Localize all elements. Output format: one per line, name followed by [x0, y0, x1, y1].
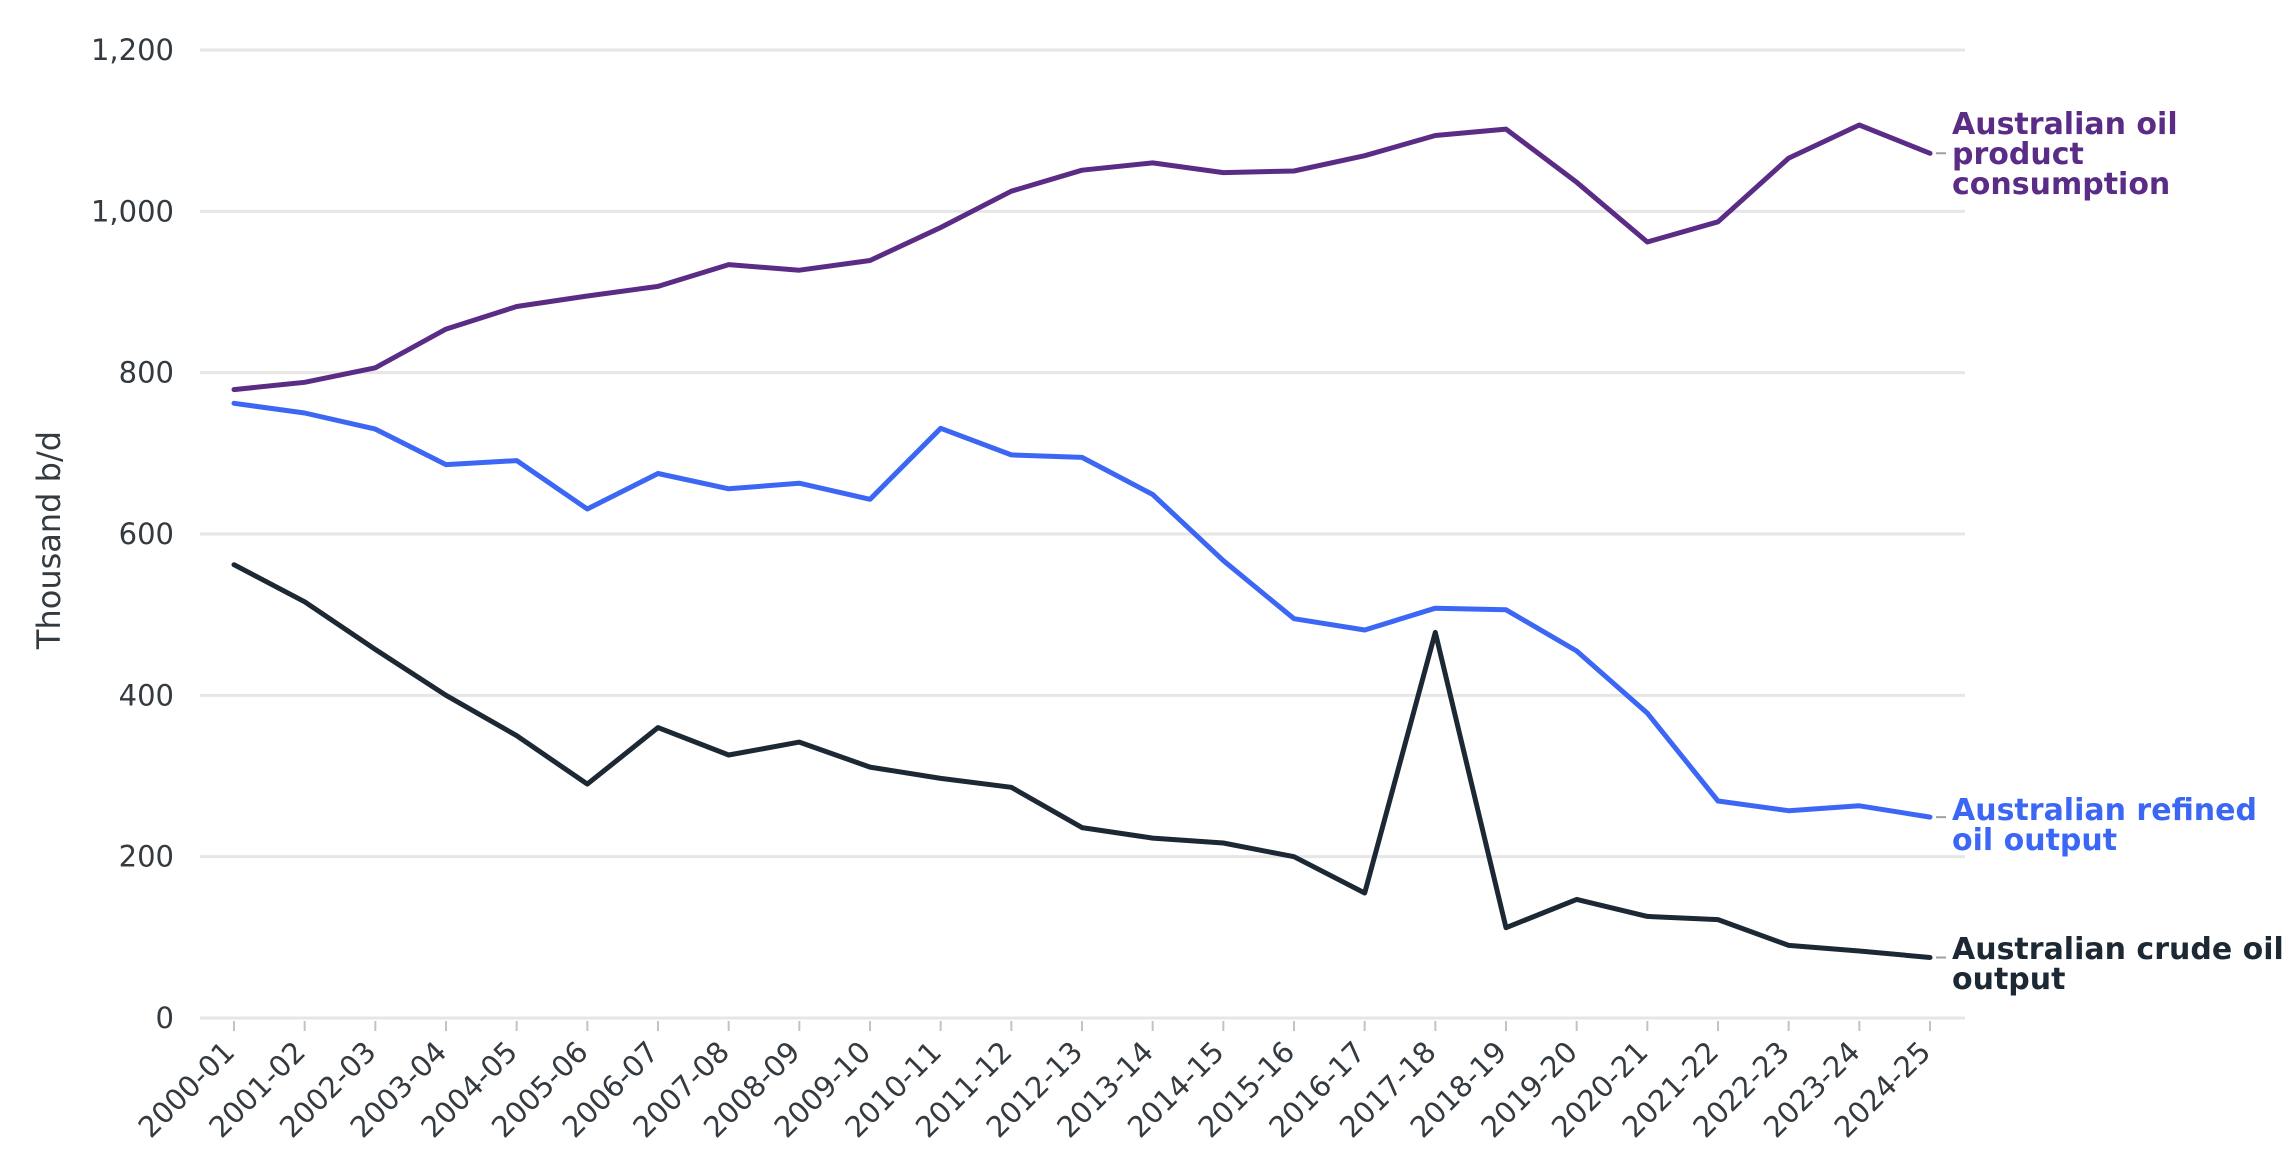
series-label-line: product	[1952, 137, 2084, 172]
y-axis-tick-labels: 0 200 400 600 800 1,000 1,200	[91, 33, 174, 1035]
series-label-0: Australian oil product consumption	[1952, 107, 2178, 202]
y-tick-label: 400	[119, 678, 174, 712]
y-tick-label: 1,200	[91, 33, 174, 67]
gridlines	[200, 48, 1965, 1020]
series-labels: Australian oil product consumptionAustrali…	[1936, 107, 2284, 997]
series-lines	[231, 122, 1933, 960]
series-label-line: Australian oil	[1952, 107, 2178, 142]
x-axis-tick-labels: 2000-012001-022002-032003-042004-052005-…	[132, 1021, 1937, 1144]
series-label-line: oil output	[1952, 823, 2117, 858]
y-tick-label: 800	[119, 356, 174, 390]
y-tick-label: 200	[119, 840, 174, 874]
series-label-line: Australian crude oil	[1952, 932, 2284, 967]
series-line-1	[231, 400, 1933, 820]
series-label-line: consumption	[1952, 167, 2170, 202]
y-tick-label: 1,000	[91, 194, 174, 228]
series-line-2	[231, 562, 1933, 960]
y-tick-label: 600	[119, 517, 174, 551]
y-tick-label: 0	[156, 1001, 174, 1035]
series-label-2: Australian crude oil output	[1952, 932, 2284, 997]
y-axis-title: Thousand b/d	[30, 431, 68, 650]
series-label-1: Australian refined oil output	[1952, 793, 2257, 858]
series-label-line: Australian refined	[1952, 793, 2257, 828]
series-line-0	[231, 122, 1933, 393]
series-label-line: output	[1952, 962, 2065, 997]
